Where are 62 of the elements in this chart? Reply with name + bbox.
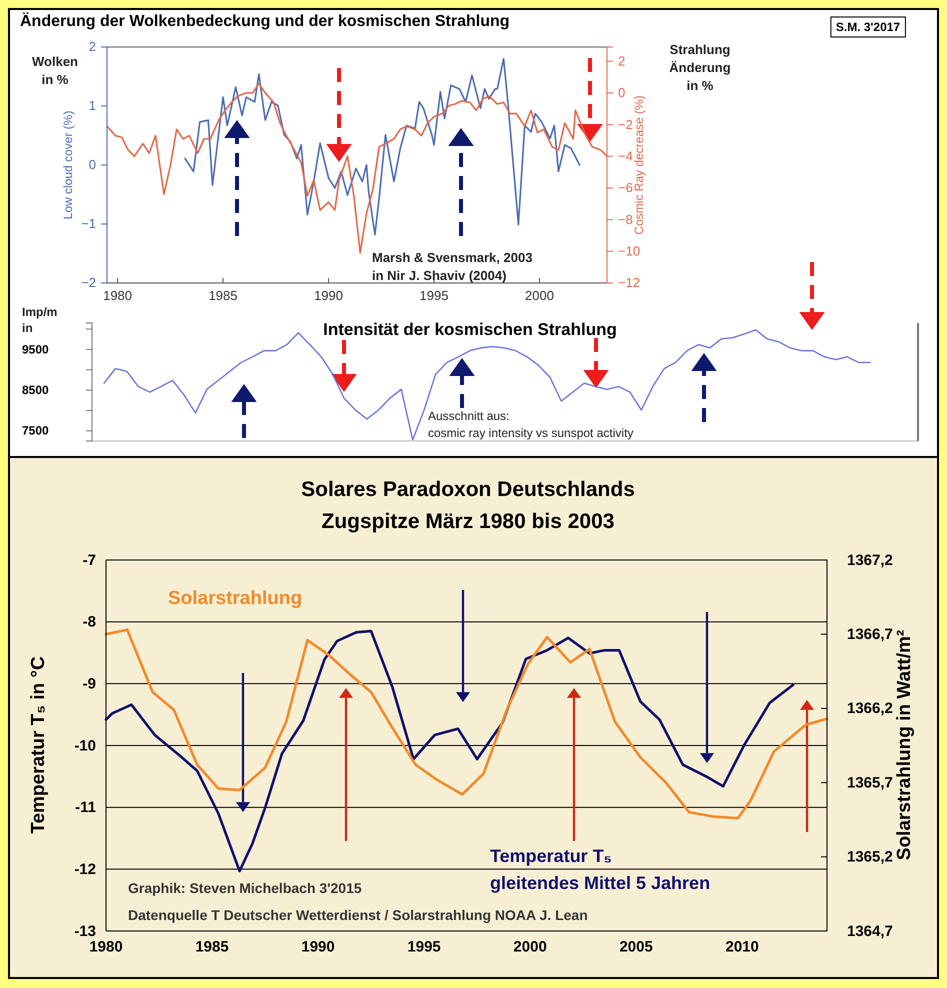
y2-tick-label: 1366,7	[847, 626, 893, 643]
x-tick-label: 1985	[195, 938, 229, 956]
annotation: Marsh & Svensmark, 2003 in Nir J. Shaviv (2004)	[372, 250, 532, 283]
x-tick-label: 1995	[420, 288, 448, 304]
y-axis-title: Temperatur T₅ in °C	[28, 656, 49, 834]
y-tick-label: 2	[88, 39, 96, 54]
y-tick-label: 7500	[22, 424, 50, 438]
y2-tick-label: 1365,2	[847, 848, 893, 866]
x-tick-label: 1990	[314, 288, 343, 304]
chart-title: Solares Paradoxon Deutschlands	[301, 478, 635, 501]
y2-tick-label: −2	[618, 116, 633, 132]
x-tick-label: 1990	[301, 938, 335, 956]
y2-tick-label: 1365,7	[847, 774, 893, 792]
y-tick-label: -13	[74, 922, 96, 940]
y-tick-label: −1	[81, 216, 96, 232]
y-tick-label: -11	[75, 799, 96, 816]
text: S.M. 3'2017	[836, 20, 900, 34]
y-axis-title: Imp/m in	[22, 305, 58, 335]
annotation: Graphik: Steven Michelbach 3'2015	[128, 880, 362, 896]
annotation: Datenquelle T Deutscher Wetterdienst / Solarstrahlung NOAA J. Lean	[128, 907, 588, 923]
x-tick-label: 2000	[513, 938, 547, 956]
y-tick-label: -10	[74, 737, 96, 754]
x-tick-label: 2005	[619, 938, 653, 956]
line-series	[104, 630, 794, 872]
x-tick-label: 1995	[407, 938, 441, 956]
line-series	[104, 628, 828, 820]
y2-axis-title: Solarstrahlung in Watt/m²	[894, 630, 915, 860]
y2-tick-label: −6	[618, 180, 633, 196]
x-tick-label: 2000	[525, 288, 554, 304]
y-tick-label: -7	[82, 552, 96, 569]
line-series	[184, 58, 580, 236]
y2-tick-label: −10	[618, 243, 640, 258]
y2-tick-label: −12	[618, 275, 640, 290]
y-tick-label: 8500	[22, 382, 50, 397]
annotation: Ausschnitt aus: cosmic ray intensity vs sunspot activity	[428, 409, 634, 440]
text: Wolken in %	[32, 54, 78, 87]
x-tick-label: 1980	[89, 938, 123, 956]
x-tick-label: 1985	[208, 288, 238, 304]
y2-tick-label: −4	[618, 148, 633, 164]
y2-tick-label: 1364,7	[847, 922, 893, 940]
y2-tick-label: 0	[618, 85, 626, 100]
y-tick-label: 9500	[22, 342, 50, 356]
y-tick-label: 1	[88, 98, 96, 114]
y2-tick-label: 1366,2	[847, 700, 893, 718]
y-tick-label: −2	[81, 275, 96, 290]
x-tick-label: 2010	[725, 938, 759, 956]
text: Strahlung Änderung in %	[669, 42, 731, 93]
y2-tick-label: −8	[618, 212, 633, 227]
chart-subtitle: Zugspitze März 1980 bis 2003	[322, 510, 614, 533]
x-tick-label: 1980	[103, 288, 132, 304]
chart-title: Intensität der kosmischen Strahlung	[323, 320, 617, 339]
y2-axis-title: Cosmic Ray decrease (%)	[632, 95, 646, 235]
y-tick-label: -9	[82, 675, 96, 692]
y2-tick-label: 2	[618, 53, 626, 68]
y-tick-label: -8	[82, 614, 96, 631]
chart-title: Änderung der Wolkenbedeckung und der kosmischen Strahlung	[20, 12, 510, 30]
series-label: Solarstrahlung	[168, 588, 302, 609]
y-tick-label: 0	[88, 157, 96, 172]
y-axis-title: Low cloud cover (%)	[61, 110, 75, 220]
y-tick-label: -12	[74, 860, 96, 878]
text: Temperatur T₅ gleitendes Mittel 5 Jahren	[490, 846, 710, 893]
y2-tick-label: 1367,2	[847, 552, 893, 569]
